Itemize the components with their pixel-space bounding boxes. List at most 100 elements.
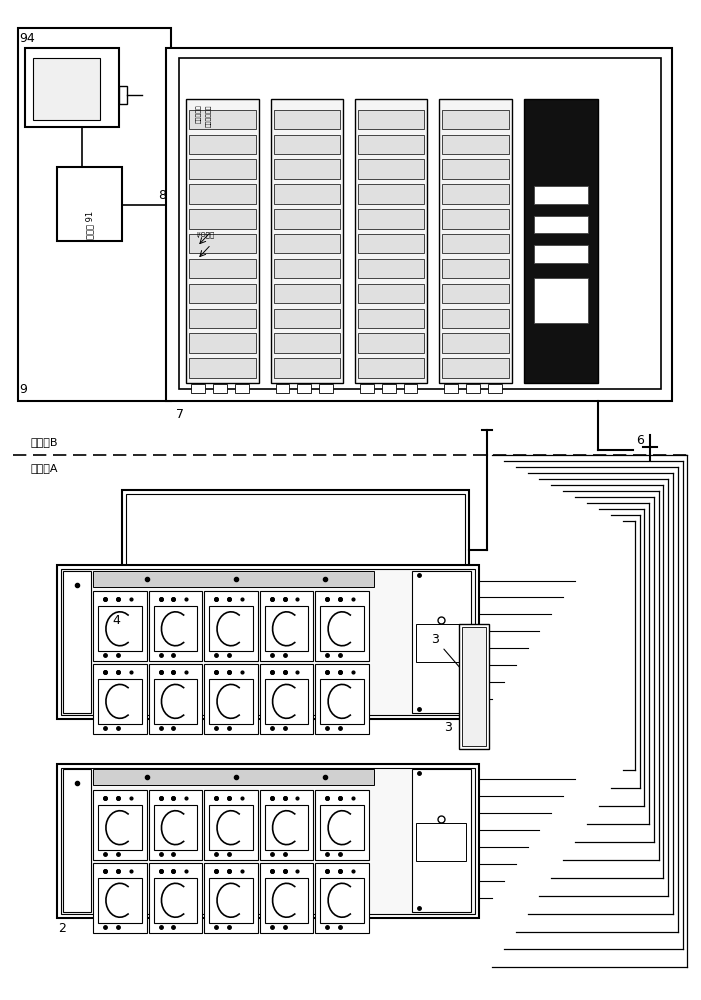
Text: 3: 3 xyxy=(431,633,459,667)
Bar xyxy=(533,278,588,323)
Bar xyxy=(355,99,428,383)
Bar xyxy=(442,284,509,303)
Bar xyxy=(320,606,364,651)
Bar xyxy=(260,863,313,933)
Text: 主控制模块: 主控制模块 xyxy=(196,104,202,123)
Bar xyxy=(149,591,202,661)
Bar xyxy=(93,769,374,785)
Bar xyxy=(382,384,395,393)
Bar xyxy=(358,309,424,328)
Bar xyxy=(98,805,142,850)
Bar xyxy=(213,384,227,393)
Bar xyxy=(442,209,509,229)
Bar xyxy=(315,664,369,734)
Bar xyxy=(416,823,466,861)
Bar xyxy=(235,384,249,393)
Bar xyxy=(273,110,340,129)
Bar xyxy=(260,790,313,860)
Bar xyxy=(209,606,253,651)
Bar xyxy=(442,184,509,204)
Bar xyxy=(93,571,374,587)
Bar xyxy=(260,591,313,661)
Bar xyxy=(154,606,197,651)
Bar xyxy=(265,805,308,850)
Bar xyxy=(275,384,290,393)
Bar xyxy=(442,259,509,278)
Bar xyxy=(533,245,588,263)
Bar xyxy=(488,384,502,393)
Bar xyxy=(442,159,509,179)
Bar xyxy=(320,679,364,724)
Bar xyxy=(533,186,588,204)
Bar xyxy=(93,591,147,661)
Bar xyxy=(466,384,480,393)
Bar xyxy=(442,234,509,253)
Text: 94: 94 xyxy=(20,32,35,45)
Bar xyxy=(204,790,258,860)
Text: 4: 4 xyxy=(112,614,120,627)
Bar xyxy=(179,58,660,389)
Bar xyxy=(273,358,340,378)
Bar xyxy=(440,99,512,383)
Text: 控制室B: 控制室B xyxy=(31,437,58,447)
Bar xyxy=(93,863,147,933)
Text: 9: 9 xyxy=(20,383,27,396)
Bar xyxy=(358,284,424,303)
Bar xyxy=(18,28,172,401)
Bar xyxy=(209,805,253,850)
Bar xyxy=(360,384,374,393)
Bar xyxy=(315,863,369,933)
Text: 3: 3 xyxy=(444,721,452,734)
Bar xyxy=(358,234,424,253)
Bar xyxy=(358,333,424,353)
Bar xyxy=(189,284,256,303)
Bar xyxy=(57,167,122,241)
Text: 6: 6 xyxy=(636,434,644,447)
Bar xyxy=(154,878,197,923)
Bar xyxy=(442,358,509,378)
Bar xyxy=(189,259,256,278)
Bar xyxy=(271,99,343,383)
Bar xyxy=(358,184,424,204)
Bar xyxy=(358,209,424,229)
Bar xyxy=(61,569,475,715)
Bar xyxy=(189,234,256,253)
Bar xyxy=(189,135,256,154)
Bar xyxy=(149,790,202,860)
Bar xyxy=(416,624,466,662)
Bar xyxy=(273,333,340,353)
Bar xyxy=(93,664,147,734)
Bar xyxy=(358,110,424,129)
Bar xyxy=(209,878,253,923)
Bar xyxy=(57,565,479,719)
Bar xyxy=(315,790,369,860)
Bar xyxy=(319,384,333,393)
Text: 配电室A: 配电室A xyxy=(31,463,58,473)
Bar xyxy=(411,571,471,713)
Bar xyxy=(189,184,256,204)
Bar xyxy=(273,234,340,253)
Bar xyxy=(189,209,256,229)
Bar xyxy=(186,99,259,383)
Bar xyxy=(265,606,308,651)
Bar xyxy=(273,309,340,328)
Bar xyxy=(189,309,256,328)
Bar xyxy=(442,333,509,353)
Text: 配电管理模块: 配电管理模块 xyxy=(206,104,212,127)
Bar xyxy=(98,878,142,923)
Bar xyxy=(442,309,509,328)
Bar xyxy=(98,606,142,651)
Bar xyxy=(166,48,672,401)
Bar xyxy=(25,48,119,127)
Bar xyxy=(57,764,479,918)
Bar xyxy=(189,159,256,179)
Bar xyxy=(524,99,598,383)
Bar xyxy=(154,805,197,850)
Bar xyxy=(93,790,147,860)
Text: 8: 8 xyxy=(158,189,167,202)
Bar xyxy=(63,769,91,912)
Bar xyxy=(533,216,588,233)
Bar xyxy=(273,259,340,278)
Bar xyxy=(98,679,142,724)
Bar xyxy=(320,878,364,923)
